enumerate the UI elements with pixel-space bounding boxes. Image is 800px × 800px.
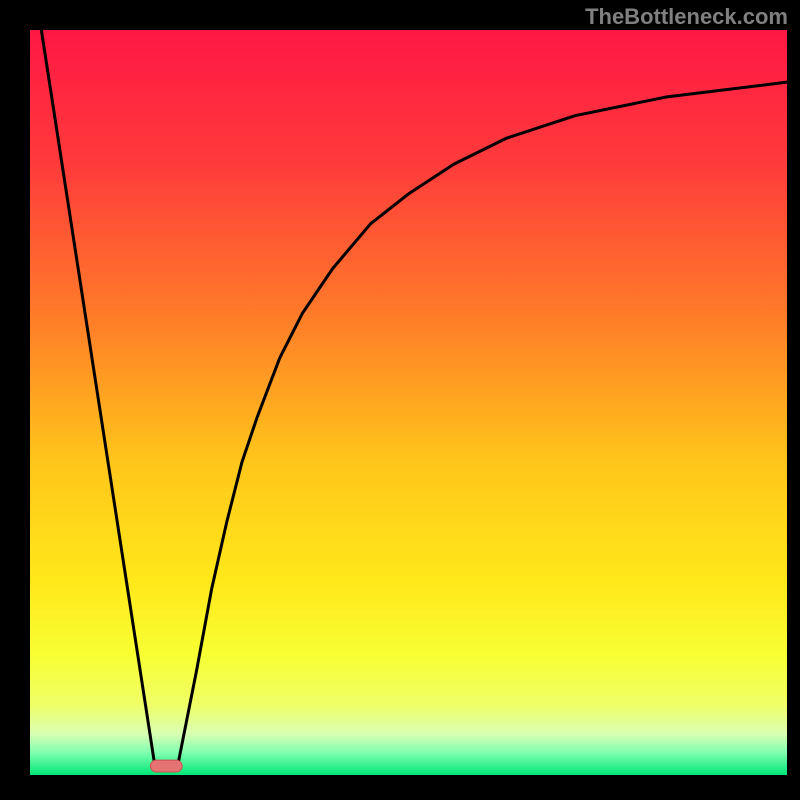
- watermark-text: TheBottleneck.com: [585, 4, 788, 30]
- plot-area: [30, 30, 787, 775]
- min-marker-pill: [150, 760, 182, 772]
- curve-layer: [30, 30, 787, 775]
- curve-right: [178, 82, 787, 766]
- curve-left: [41, 30, 155, 766]
- chart-container: TheBottleneck.com: [0, 0, 800, 800]
